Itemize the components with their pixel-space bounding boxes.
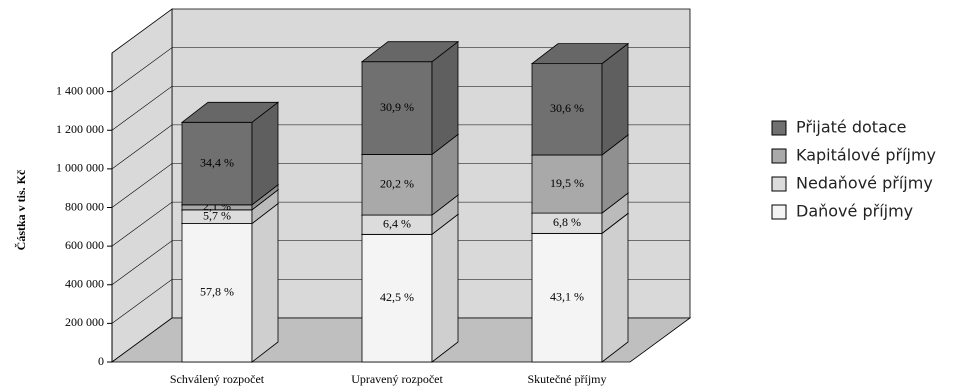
legend-label: Kapitálové příjmy bbox=[796, 146, 936, 165]
data-label: 5,7 % bbox=[203, 208, 231, 222]
bar-segment bbox=[361, 61, 433, 155]
bar-side bbox=[431, 213, 459, 363]
y-tick-label: 800 000 bbox=[65, 199, 104, 213]
y-tick-label: 400 000 bbox=[65, 277, 104, 291]
bar-segment bbox=[361, 153, 433, 216]
bar-top bbox=[360, 41, 460, 63]
grid-line bbox=[111, 47, 690, 92]
data-label: 30,6 % bbox=[550, 101, 584, 115]
x-tick-label: Upravený rozpočet bbox=[351, 372, 443, 386]
bar-side bbox=[601, 212, 629, 363]
bar-side bbox=[251, 202, 279, 363]
y-tick-label: 1 400 000 bbox=[56, 83, 104, 97]
data-label: 42,5 % bbox=[380, 290, 414, 304]
y-tick-label: 1 200 000 bbox=[56, 122, 104, 136]
grid-line bbox=[111, 163, 690, 208]
grid-line bbox=[111, 201, 690, 247]
y-axis-title: Částka v tis. Kč bbox=[14, 169, 28, 250]
bar-segment bbox=[181, 121, 253, 206]
legend-swatch bbox=[771, 148, 787, 164]
data-label: 30,9 % bbox=[380, 100, 414, 114]
y-tick-label: 200 000 bbox=[65, 315, 104, 329]
bar-segment bbox=[361, 233, 433, 363]
legend-swatch bbox=[771, 120, 787, 136]
data-label: 6,8 % bbox=[553, 215, 581, 229]
legend-label: Nedaňové příjmy bbox=[796, 174, 933, 193]
bar-segment bbox=[531, 63, 603, 156]
data-label: 34,4 % bbox=[200, 155, 234, 169]
bar-top bbox=[180, 101, 280, 123]
legend-label: Daňové příjmy bbox=[796, 202, 913, 221]
bar-segment bbox=[531, 232, 603, 363]
bar-segment bbox=[181, 223, 253, 363]
data-label: 19,5 % bbox=[550, 176, 584, 190]
bar-top bbox=[530, 43, 630, 65]
grid-line bbox=[111, 85, 690, 131]
y-tick-label: 1 000 000 bbox=[56, 161, 104, 175]
y-tick-label: 0 bbox=[98, 354, 104, 368]
x-tick-label: Skutečné příjmy bbox=[528, 372, 607, 386]
x-tick-label: Schválený rozpočet bbox=[170, 372, 265, 386]
data-label: 6,4 % bbox=[383, 216, 411, 230]
bar-segment bbox=[531, 154, 603, 214]
legend-label: Přijaté dotace bbox=[796, 118, 907, 137]
data-label: 20,2 % bbox=[380, 176, 414, 190]
grid-line bbox=[111, 124, 690, 170]
legend-swatch bbox=[771, 176, 787, 192]
grid-line bbox=[111, 240, 690, 285]
legend-swatch bbox=[771, 204, 787, 220]
data-label: 57,8 % bbox=[200, 285, 234, 299]
y-tick-label: 600 000 bbox=[65, 238, 104, 252]
grid-line bbox=[111, 279, 690, 324]
data-label: 43,1 % bbox=[550, 289, 584, 303]
